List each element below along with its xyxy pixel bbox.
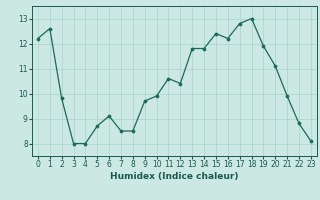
X-axis label: Humidex (Indice chaleur): Humidex (Indice chaleur) (110, 172, 239, 181)
